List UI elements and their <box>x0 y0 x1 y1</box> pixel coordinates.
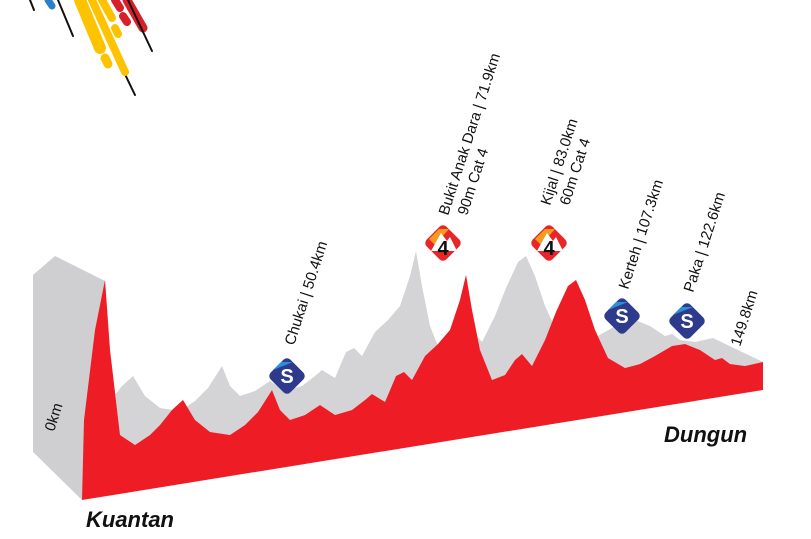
finish-distance-label: 149.8km <box>728 288 762 348</box>
svg-text:4: 4 <box>437 238 449 260</box>
mountain-cat4-icon: 4 <box>531 225 567 261</box>
point-label-paka: Paka | 122.6km <box>681 190 729 294</box>
svg-text:S: S <box>680 311 693 333</box>
finish-city: Dungun <box>664 422 747 447</box>
sprint-icon: S <box>604 298 640 334</box>
mountain-cat4-icon: 4 <box>425 225 461 261</box>
point-label-chukai: Chukai | 50.4km <box>282 239 332 347</box>
logo-stripes <box>29 0 153 96</box>
start-city: Kuantan <box>86 507 174 532</box>
sprint-icon: S <box>669 303 705 339</box>
sprint-icon: S <box>269 358 305 394</box>
point-label-kerteh: Kerteh | 107.3km <box>616 178 667 292</box>
svg-text:S: S <box>280 366 293 388</box>
elevation-profile <box>82 275 763 500</box>
svg-text:S: S <box>615 306 628 328</box>
svg-text:4: 4 <box>543 238 555 260</box>
